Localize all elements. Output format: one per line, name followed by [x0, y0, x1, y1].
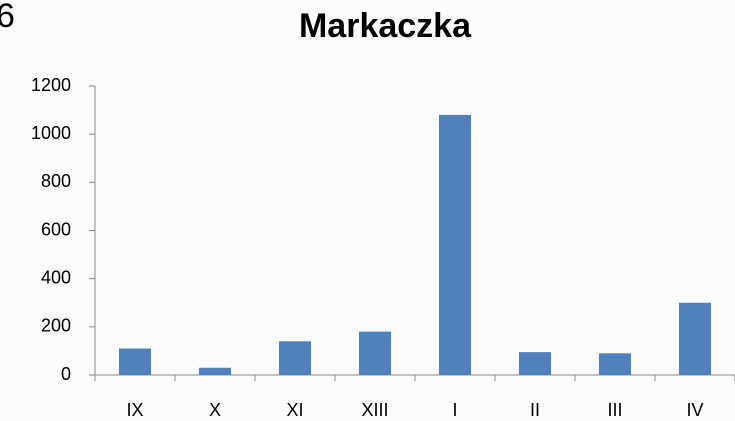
bar	[439, 114, 471, 376]
y-tick-label: 1000	[31, 123, 71, 143]
y-tick-label: 600	[41, 219, 71, 239]
bar	[359, 331, 391, 375]
x-tick-label: XIII	[361, 400, 388, 420]
x-tick-label: XI	[286, 400, 303, 420]
bar	[599, 353, 631, 375]
y-tick-label: 400	[41, 267, 71, 287]
chart-title: Markaczka	[299, 7, 472, 45]
bar	[679, 302, 711, 375]
x-tick-label: IX	[126, 400, 143, 420]
y-tick-label: 200	[41, 316, 71, 336]
bar	[119, 348, 151, 375]
x-tick-label: X	[209, 400, 221, 420]
x-tick-label: I	[452, 400, 457, 420]
x-tick-label: IV	[686, 400, 703, 420]
x-tick-label: III	[607, 400, 622, 420]
y-tick-label: 0	[61, 364, 71, 384]
bar	[279, 341, 311, 375]
x-tick-label: II	[530, 400, 540, 420]
corner-annotation: 6	[0, 0, 15, 35]
bar	[519, 352, 551, 375]
y-tick-label: 1200	[31, 75, 71, 95]
bar	[199, 367, 231, 375]
y-tick-label: 800	[41, 171, 71, 191]
